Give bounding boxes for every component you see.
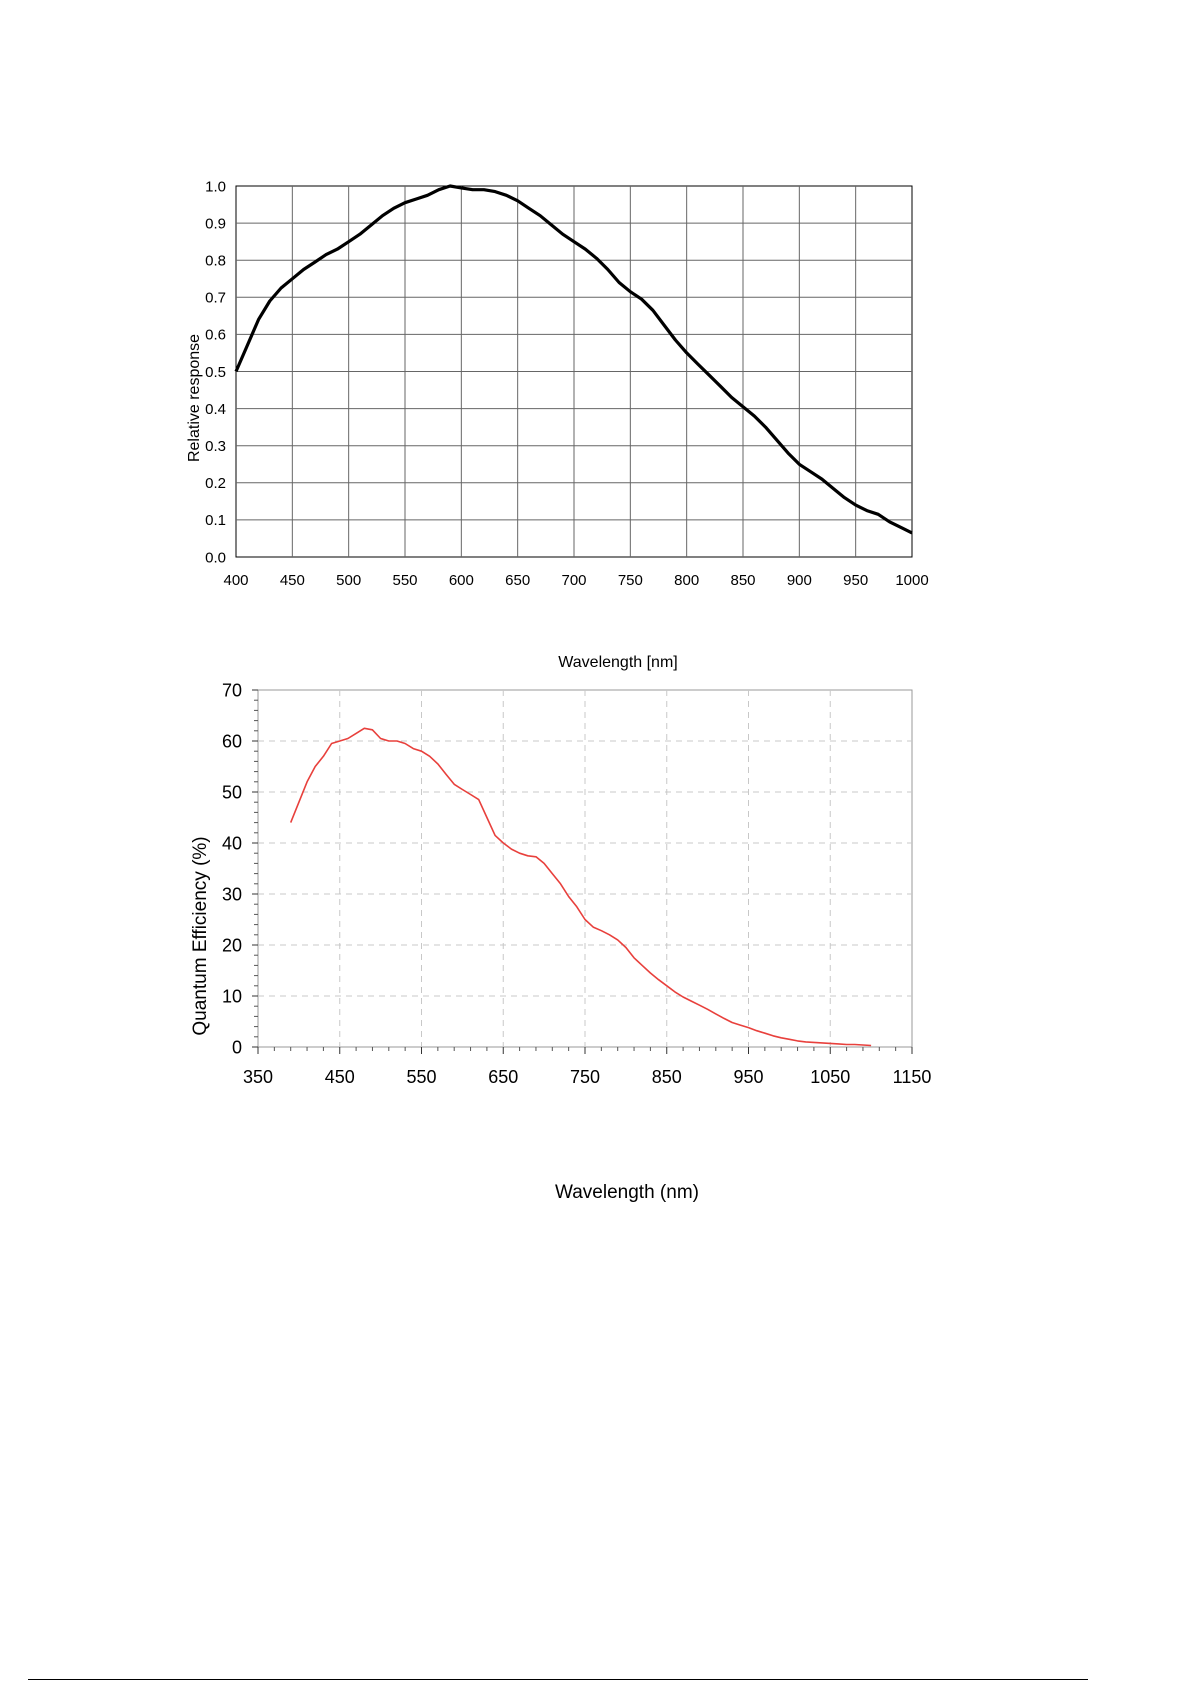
x-tick-label: 450	[325, 1067, 355, 1087]
y-tick-label: 0	[232, 1037, 242, 1057]
x-tick-label: 650	[505, 572, 530, 589]
y-tick-label: 30	[222, 884, 242, 904]
x-tick-label: 750	[618, 572, 643, 589]
relative-response-chart: 0.0 0.1 0.2 0.3 0.4 0.5 0.6 0.7 0.8 0.9 1.0 400 450…	[186, 178, 929, 671]
x-tick-label: 750	[570, 1067, 600, 1087]
x-tick-label: 600	[449, 572, 474, 589]
footer-rule	[28, 1679, 1088, 1680]
x-tick-label: 400	[223, 572, 248, 589]
chart1-y-ticks: 0.0 0.1 0.2 0.3 0.4 0.5 0.6 0.7 0.8 0.9 1.0	[205, 178, 226, 566]
y-tick-label: 0.4	[205, 401, 226, 418]
y-tick-label: 0.8	[205, 252, 226, 269]
x-tick-label: 450	[280, 572, 305, 589]
y-tick-label: 10	[222, 986, 242, 1006]
y-tick-label: 1.0	[205, 178, 226, 195]
y-tick-label: 0.9	[205, 215, 226, 232]
x-tick-label: 900	[787, 572, 812, 589]
y-tick-label: 0.1	[205, 512, 226, 529]
x-tick-label: 950	[733, 1067, 763, 1087]
chart2-x-ticks: 350 450 550 650 750 850 950 1050 1150	[243, 1047, 931, 1087]
x-tick-label: 650	[488, 1067, 518, 1087]
chart1-x-axis-label: Wavelength [nm]	[558, 654, 677, 671]
x-tick-label: 350	[243, 1067, 273, 1087]
chart1-y-axis-label: Relative response	[186, 334, 203, 462]
chart2-grid	[257, 689, 913, 1048]
chart1-grid	[235, 185, 913, 558]
x-tick-label: 1150	[893, 1067, 932, 1087]
y-tick-label: 50	[222, 782, 242, 802]
chart2-y-axis-label: Quantum Efficiency (%)	[190, 836, 211, 1035]
x-tick-label: 950	[843, 572, 868, 589]
plot-frame	[257, 689, 913, 1048]
x-tick-label: 700	[561, 572, 586, 589]
chart1-series-line	[234, 184, 913, 535]
chart1-x-ticks: 400 450 500 550 600 650 700 750 800 850 900 950 1000	[223, 572, 928, 589]
x-tick-label: 850	[652, 1067, 682, 1087]
x-tick-label: 800	[674, 572, 699, 589]
x-tick-label: 1000	[895, 572, 928, 589]
x-tick-label: 850	[730, 572, 755, 589]
y-tick-label: 0.6	[205, 327, 226, 344]
y-tick-label: 20	[222, 935, 242, 955]
x-tick-label: 550	[392, 572, 417, 589]
y-tick-label: 60	[222, 731, 242, 751]
chart2-minor-ticks	[254, 699, 897, 1051]
chart2-x-axis-label: Wavelength (nm)	[555, 1182, 699, 1203]
x-tick-label: 550	[406, 1067, 436, 1087]
chart2-series-line	[289, 727, 872, 1047]
y-tick-label: 0.2	[205, 475, 226, 492]
x-tick-label: 500	[336, 572, 361, 589]
x-tick-label: 1050	[810, 1067, 850, 1087]
y-tick-label: 0.3	[205, 438, 226, 455]
y-tick-label: 0.7	[205, 290, 226, 307]
y-tick-label: 40	[222, 833, 242, 853]
y-tick-label: 0.5	[205, 364, 226, 381]
y-tick-label: 0.0	[205, 549, 226, 566]
